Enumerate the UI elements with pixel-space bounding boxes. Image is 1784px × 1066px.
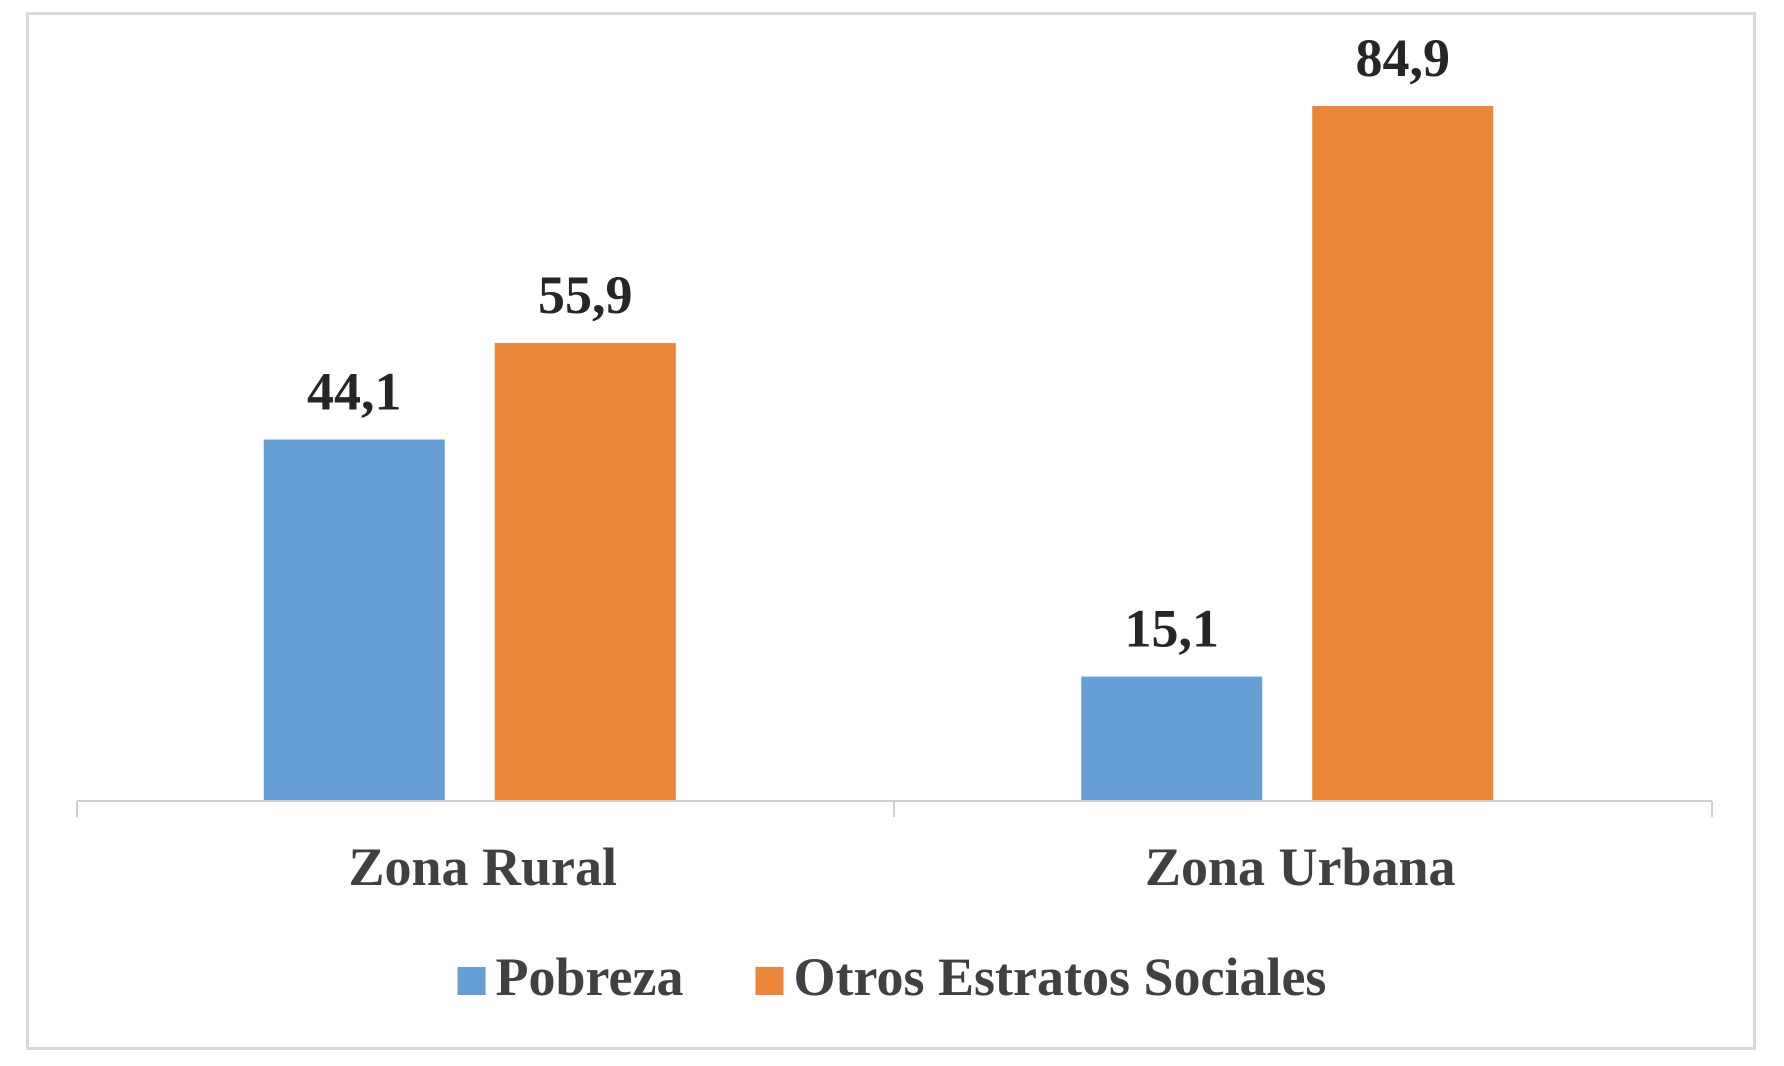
category-labels-group: Zona Rural Zona Urbana	[348, 837, 1455, 897]
bar-otros-estratos-sociales-zona-rural	[494, 343, 676, 800]
bars-group	[263, 106, 1494, 800]
legend: Pobreza Otros Estratos Sociales	[457, 947, 1326, 1007]
data-label-otros-estratos-sociales-zona-rural: 55,9	[538, 265, 633, 325]
bar-pobreza-zona-rural	[263, 439, 445, 800]
legend-item-otros-estratos-sociales: Otros Estratos Sociales	[755, 947, 1326, 1007]
data-label-pobreza-zona-rural: 44,1	[307, 362, 402, 422]
data-label-pobreza-zona-urbana: 15,1	[1125, 599, 1220, 659]
category-label-zona-urbana: Zona Urbana	[1145, 837, 1456, 897]
legend-swatch-otros-estratos-sociales	[755, 967, 784, 995]
value-labels-group: 44,1 55,9 15,1 84,9	[307, 28, 1450, 659]
bar-otros-estratos-sociales-zona-urbana	[1312, 106, 1494, 800]
legend-item-pobreza: Pobreza	[457, 947, 684, 1007]
legend-label-pobreza: Pobreza	[496, 947, 684, 1007]
category-label-zona-rural: Zona Rural	[348, 837, 617, 897]
data-label-otros-estratos-sociales-zona-urbana: 84,9	[1356, 28, 1451, 88]
legend-label-otros-estratos-sociales: Otros Estratos Sociales	[793, 947, 1326, 1007]
bar-pobreza-zona-urbana	[1081, 676, 1263, 800]
legend-swatch-pobreza	[457, 967, 486, 995]
x-axis	[76, 800, 1713, 817]
